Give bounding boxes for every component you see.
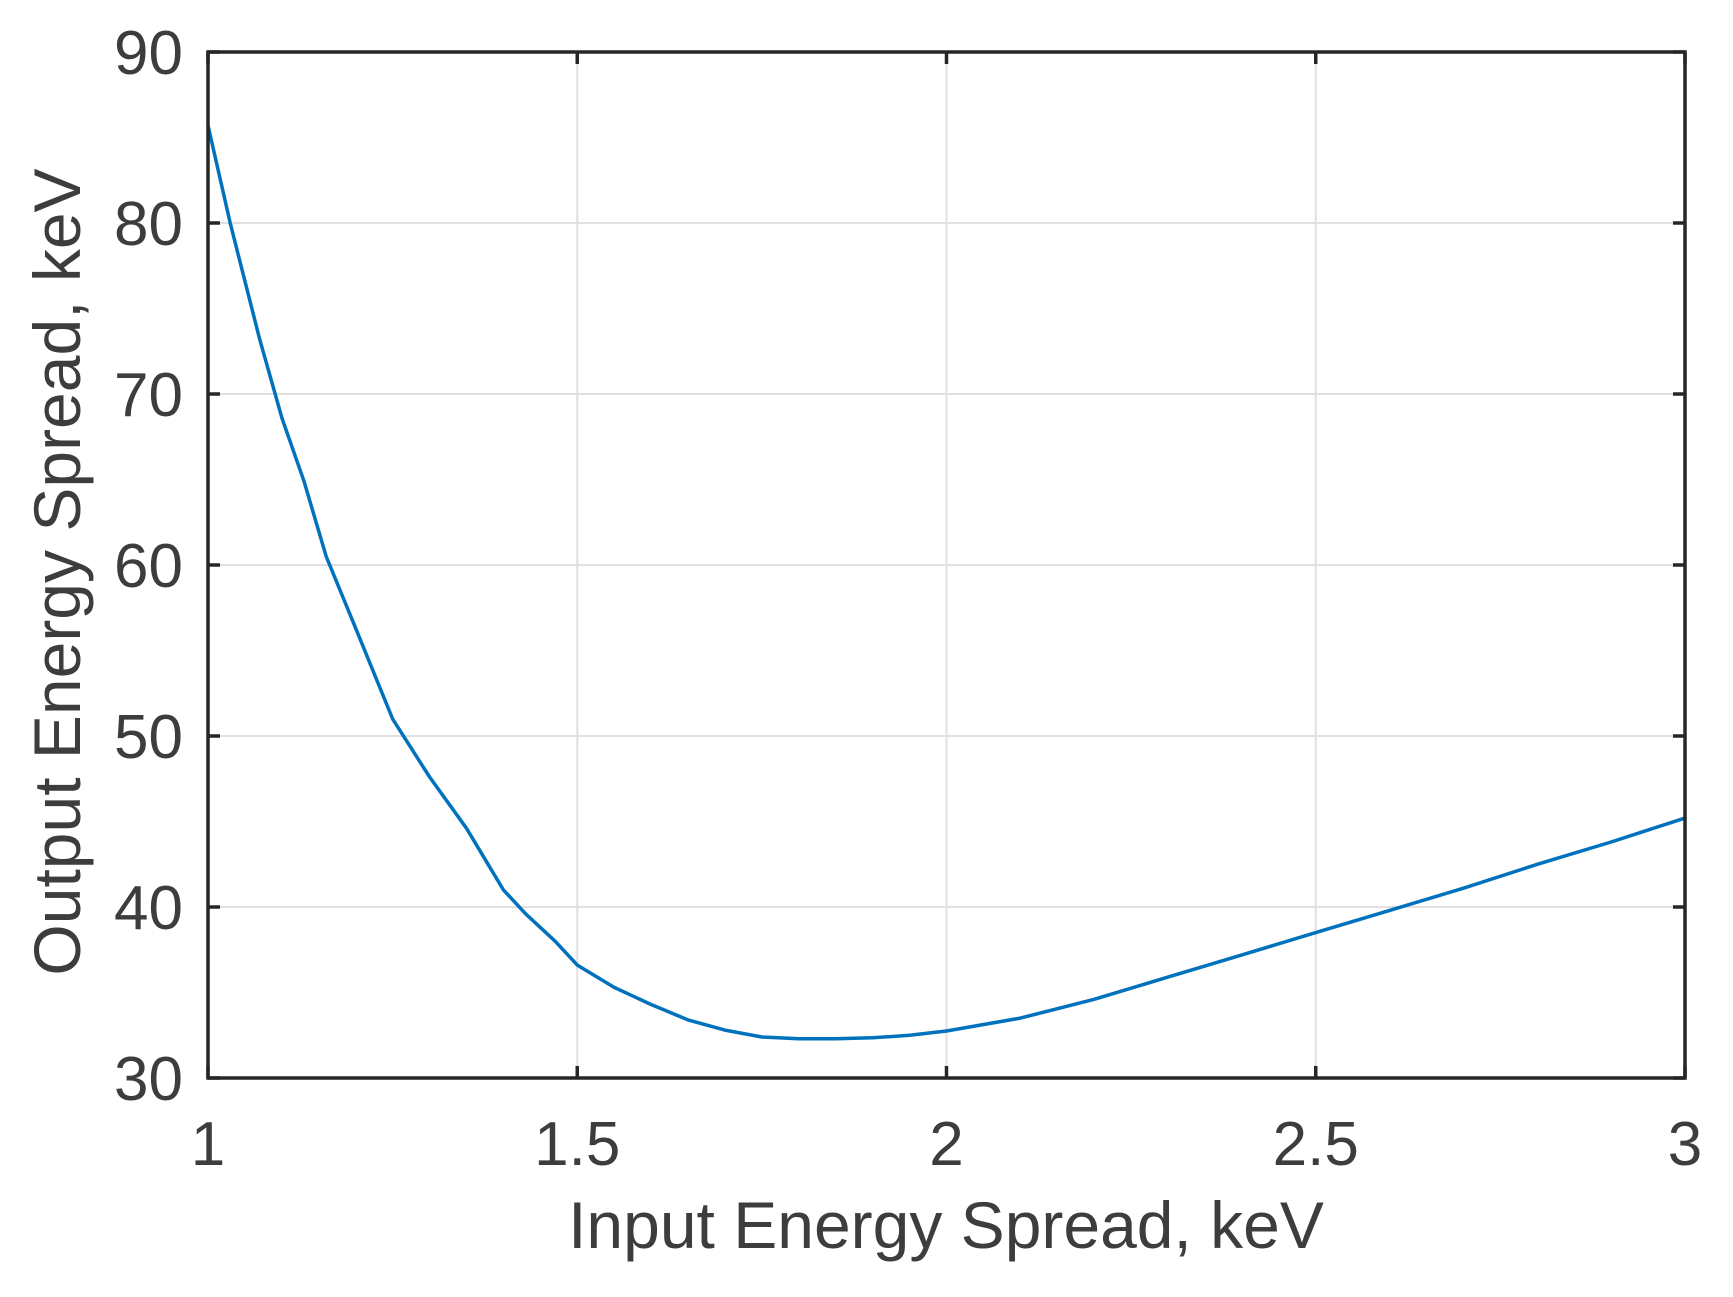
y-tick-label: 90 [114, 19, 183, 88]
y-tick-label: 80 [114, 190, 183, 259]
x-tick-label: 3 [1668, 1110, 1702, 1179]
y-tick-label: 50 [114, 703, 183, 772]
x-axis-label: Input Energy Spread, keV [568, 1188, 1324, 1262]
x-tick-label: 1.5 [534, 1110, 620, 1179]
x-tick-label: 1 [191, 1110, 225, 1179]
y-axis-label: Output Energy Spread, keV [20, 168, 94, 976]
x-tick-label: 2.5 [1273, 1110, 1359, 1179]
x-tick-label: 2 [929, 1110, 963, 1179]
y-tick-label: 30 [114, 1045, 183, 1114]
y-tick-label: 40 [114, 874, 183, 943]
y-tick-label: 60 [114, 532, 183, 601]
y-tick-label: 70 [114, 361, 183, 430]
data-line-output-energy-spread [206, 125, 1686, 1041]
